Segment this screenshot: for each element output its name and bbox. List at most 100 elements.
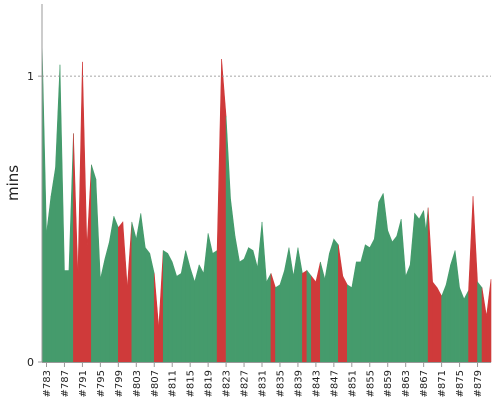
x-axis: #783 #787 #791 #795 #799 #803 #807 #811 #815 #819… xyxy=(42,362,491,397)
area-segment-fail xyxy=(221,58,227,363)
area-segment-fail xyxy=(216,59,222,363)
y-axis-label: mins xyxy=(4,165,22,201)
area-segment-pass xyxy=(212,249,218,363)
x-tick-label: #863 xyxy=(401,370,412,397)
area-segment-fail xyxy=(342,276,348,363)
x-tick-label: #859 xyxy=(383,370,394,397)
x-tick-label: #827 xyxy=(240,370,251,397)
x-tick-label: #847 xyxy=(329,370,340,397)
area-segment-fail xyxy=(311,275,317,363)
area-segment-pass xyxy=(113,216,119,363)
area-segment-pass xyxy=(425,207,429,363)
area-segment-pass xyxy=(171,261,177,363)
area-segment-pass xyxy=(59,64,65,363)
area-segment-pass xyxy=(194,264,200,363)
area-segment-pass xyxy=(306,269,312,363)
area-segment-pass xyxy=(100,259,106,363)
area-segment-pass xyxy=(91,164,97,363)
area-segment-fail xyxy=(468,196,474,363)
x-tick-label: #783 xyxy=(42,370,53,397)
area-segment-fail xyxy=(77,61,83,363)
y-tick-label: 1 xyxy=(27,70,34,83)
area-segment-fail xyxy=(82,61,88,363)
area-segment-pass xyxy=(198,264,204,363)
area-segment-pass xyxy=(68,133,74,363)
area-segment-pass xyxy=(441,284,447,363)
area-segment-fail xyxy=(118,221,124,363)
area-segment-pass xyxy=(266,273,272,363)
x-tick-label: #871 xyxy=(437,370,448,397)
area-segment-pass xyxy=(41,38,47,363)
area-segment-pass xyxy=(364,244,371,363)
area-segment-pass xyxy=(257,221,263,363)
area-segment-pass xyxy=(414,212,420,363)
area-segment-fail xyxy=(153,273,160,363)
area-segment-pass xyxy=(288,247,294,363)
area-segment-fail xyxy=(338,244,344,363)
x-tick-label: #787 xyxy=(60,370,71,397)
area-segment-pass xyxy=(144,246,151,363)
area-segment-pass xyxy=(284,247,290,363)
x-tick-label: #879 xyxy=(473,370,484,397)
area-segment-pass xyxy=(459,287,465,363)
area-segment-pass xyxy=(189,267,195,363)
area-segment-pass xyxy=(225,116,231,363)
area-segment-pass xyxy=(55,64,61,363)
x-tick-label: #799 xyxy=(114,370,125,397)
area-segment-pass xyxy=(230,199,236,363)
x-tick-label: #791 xyxy=(78,370,89,397)
x-tick-label: #831 xyxy=(258,370,269,397)
area-segment-pass xyxy=(243,247,249,363)
area-segment-pass xyxy=(477,281,483,363)
area-segment-fail xyxy=(315,261,321,363)
area-segment-fail xyxy=(472,196,478,363)
area-segment-fail xyxy=(270,273,276,363)
area-segment-pass xyxy=(396,219,402,363)
x-tick-label: #815 xyxy=(186,370,197,397)
y-axis: 01 xyxy=(27,4,43,369)
area-segment-fail xyxy=(86,164,92,363)
area-segment-pass xyxy=(248,247,254,363)
area-segment-pass xyxy=(279,270,285,363)
area-segment-pass xyxy=(50,167,56,363)
x-tick-label: #851 xyxy=(347,370,358,397)
area-segment-pass xyxy=(239,258,245,363)
area-segment-fail xyxy=(158,250,164,363)
x-tick-label: #823 xyxy=(222,370,233,397)
area-segment-pass xyxy=(261,221,267,363)
area-segment-pass xyxy=(64,270,70,363)
x-tick-label: #843 xyxy=(311,370,322,397)
area-segment-pass xyxy=(176,272,182,363)
x-tick-label: #835 xyxy=(275,370,286,397)
area-segment-pass xyxy=(149,253,155,363)
area-segment-pass xyxy=(324,253,330,363)
area-segment-fail xyxy=(302,269,308,363)
area-segment-pass xyxy=(351,261,357,363)
area-segment-pass xyxy=(463,290,469,363)
area-segment-pass xyxy=(297,247,303,363)
area-segment-pass xyxy=(109,216,115,363)
x-tick-label: #795 xyxy=(96,370,107,397)
area-segment-pass xyxy=(104,241,110,363)
area-segment-pass xyxy=(329,238,335,363)
area-segment-pass xyxy=(378,193,384,363)
area-segment-pass xyxy=(167,253,173,363)
area-segment-pass xyxy=(423,210,427,363)
x-tick-label: #811 xyxy=(168,370,179,397)
area-segment-fail xyxy=(436,287,442,363)
area-segment-pass xyxy=(135,213,142,363)
area-segment-pass xyxy=(185,250,191,363)
area-segment-fail xyxy=(122,221,128,363)
area-segment-fail xyxy=(73,133,79,363)
area-segment-pass xyxy=(387,230,393,363)
area-segment-pass xyxy=(355,261,362,363)
area-segment-pass xyxy=(409,213,415,363)
x-tick-label: #807 xyxy=(150,370,161,397)
x-tick-label: #819 xyxy=(204,370,215,397)
area-segment-pass xyxy=(320,261,326,363)
area-segment-pass xyxy=(131,221,137,363)
area-segment-fail xyxy=(427,207,433,363)
area-segment-pass xyxy=(391,235,398,363)
area-segment-pass xyxy=(333,238,339,363)
area-segment-pass xyxy=(418,210,424,363)
